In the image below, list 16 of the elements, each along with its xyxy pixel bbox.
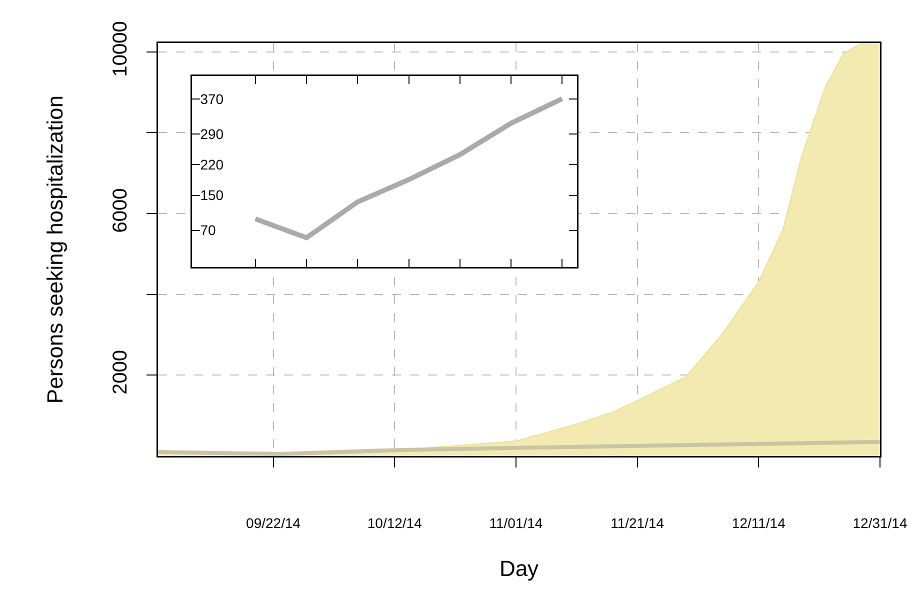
x-tick-label: 09/22/14: [246, 515, 301, 532]
y-tick-label: 10000: [110, 21, 132, 77]
x-axis-title: Day: [499, 556, 539, 581]
y-tick-label: 6000: [110, 188, 132, 233]
y-tick-label: 70: [200, 222, 216, 238]
y-tick-label: 220: [200, 156, 224, 173]
x-tick-label: 11/21/14: [610, 515, 664, 532]
x-tick-label: 10/12/14: [367, 515, 422, 532]
x-tick-label: 11/01/14: [489, 515, 543, 532]
y-axis-title: Persons seeking hospitalization: [42, 95, 68, 404]
y-tick-label: 150: [200, 187, 224, 204]
y-tick-label: 370: [200, 91, 224, 108]
x-tick-label: 12/11/14: [732, 515, 786, 532]
x-tick-label: 12/31/14: [852, 515, 908, 532]
y-tick-label: 2000: [110, 350, 132, 394]
y-tick-label: 290: [200, 126, 224, 142]
